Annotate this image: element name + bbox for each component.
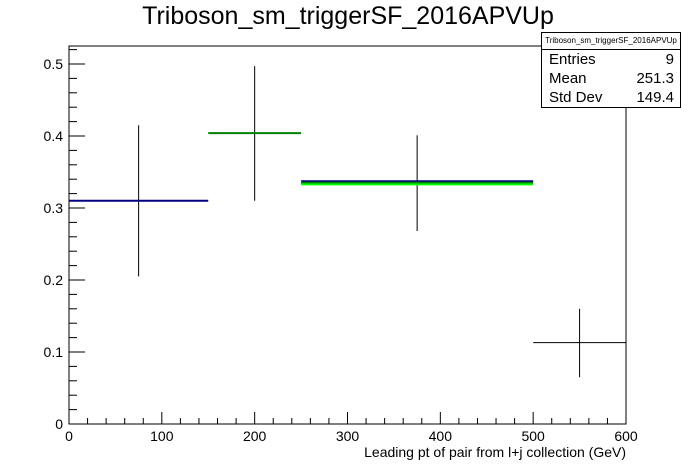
stats-row-entries: Entries 9	[542, 50, 680, 69]
stats-value: 9	[665, 51, 674, 68]
data-point	[208, 66, 302, 201]
data-marks	[69, 66, 626, 378]
y-tick-label: 0.1	[44, 344, 64, 360]
stats-row-stddev: Std Dev 149.4	[542, 88, 680, 107]
stats-label: Entries	[549, 51, 596, 68]
stats-value: 149.4	[636, 89, 674, 106]
stats-row-mean: Mean 251.3	[542, 69, 680, 88]
data-point	[301, 135, 534, 232]
stats-label: Std Dev	[549, 89, 603, 106]
x-axis-label: Leading pt of pair from l+j collection (…	[364, 444, 626, 460]
y-tick-label: 0	[55, 416, 63, 432]
stats-value: 251.3	[636, 70, 674, 87]
y-tick-label: 0.2	[44, 272, 64, 288]
x-tick-label: 0	[65, 428, 73, 444]
y-tick-label: 0.3	[44, 200, 64, 216]
y-tick-label: 0.5	[44, 56, 64, 72]
x-tick-label: 300	[336, 428, 360, 444]
x-tick-label: 400	[429, 428, 453, 444]
x-tick-label: 500	[521, 428, 545, 444]
data-point	[533, 308, 626, 378]
axes: 0 100 200 300 400 500 600 0 0.1 0.2 0.3 0.4 0.5	[44, 45, 638, 444]
stats-box: Triboson_sm_triggerSF_2016APVUp Entries …	[541, 32, 681, 108]
x-tick-label: 100	[150, 428, 174, 444]
stats-box-title: Triboson_sm_triggerSF_2016APVUp	[542, 33, 680, 50]
x-tick-label: 600	[614, 428, 638, 444]
y-tick-label: 0.4	[44, 128, 64, 144]
stats-label: Mean	[549, 70, 587, 87]
chart-title: Triboson_sm_triggerSF_2016APVUp	[142, 2, 554, 30]
x-tick-label: 200	[243, 428, 267, 444]
data-point	[69, 125, 209, 277]
